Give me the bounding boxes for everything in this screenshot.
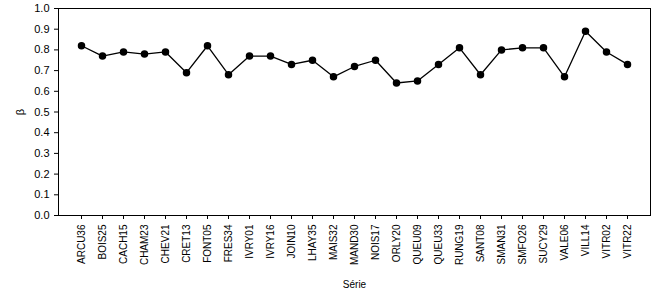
svg-text:ORLY20: ORLY20 <box>391 224 402 262</box>
svg-text:JOIN10: JOIN10 <box>286 224 297 258</box>
svg-text:CRET13: CRET13 <box>181 224 192 263</box>
svg-text:NOIS17: NOIS17 <box>370 224 381 260</box>
svg-text:BOIS25: BOIS25 <box>97 224 108 259</box>
svg-text:VITR22: VITR22 <box>622 224 633 258</box>
svg-text:QUEU33: QUEU33 <box>433 224 444 264</box>
svg-text:0.5: 0.5 <box>34 106 49 118</box>
svg-text:IVRY01: IVRY01 <box>244 224 255 259</box>
svg-text:VITR02: VITR02 <box>601 224 612 258</box>
svg-text:0.3: 0.3 <box>34 147 49 159</box>
svg-text:SUCY29: SUCY29 <box>538 224 549 263</box>
svg-text:QUEU09: QUEU09 <box>412 224 423 264</box>
svg-text:0.9: 0.9 <box>34 23 49 35</box>
svg-text:LHAY35: LHAY35 <box>307 224 318 261</box>
svg-text:VALE06: VALE06 <box>559 224 570 260</box>
svg-text:β: β <box>14 109 26 115</box>
svg-text:1.0: 1.0 <box>34 2 49 14</box>
svg-text:CACH15: CACH15 <box>118 224 129 264</box>
svg-text:0.1: 0.1 <box>34 188 49 200</box>
svg-text:0.4: 0.4 <box>34 126 49 138</box>
svg-text:SMAN31: SMAN31 <box>496 224 507 264</box>
svg-text:FRES34: FRES34 <box>223 224 234 262</box>
svg-text:SANT08: SANT08 <box>475 224 486 262</box>
svg-text:SMFO26: SMFO26 <box>517 224 528 264</box>
svg-text:CHAM23: CHAM23 <box>139 224 150 265</box>
svg-text:0.2: 0.2 <box>34 168 49 180</box>
svg-text:0.8: 0.8 <box>34 43 49 55</box>
svg-text:RUNG19: RUNG19 <box>454 224 465 265</box>
svg-text:MAND30: MAND30 <box>349 224 360 265</box>
svg-text:VILL14: VILL14 <box>580 224 591 256</box>
svg-text:MAIS32: MAIS32 <box>328 224 339 260</box>
svg-text:FONT05: FONT05 <box>202 224 213 263</box>
svg-text:CHEV21: CHEV21 <box>160 224 171 263</box>
svg-text:0.7: 0.7 <box>34 64 49 76</box>
svg-text:ARCU36: ARCU36 <box>76 224 87 264</box>
svg-text:IVRY16: IVRY16 <box>265 224 276 259</box>
svg-text:0.0: 0.0 <box>34 209 49 221</box>
svg-text:Série: Série <box>343 279 367 290</box>
svg-text:0.6: 0.6 <box>34 85 49 97</box>
